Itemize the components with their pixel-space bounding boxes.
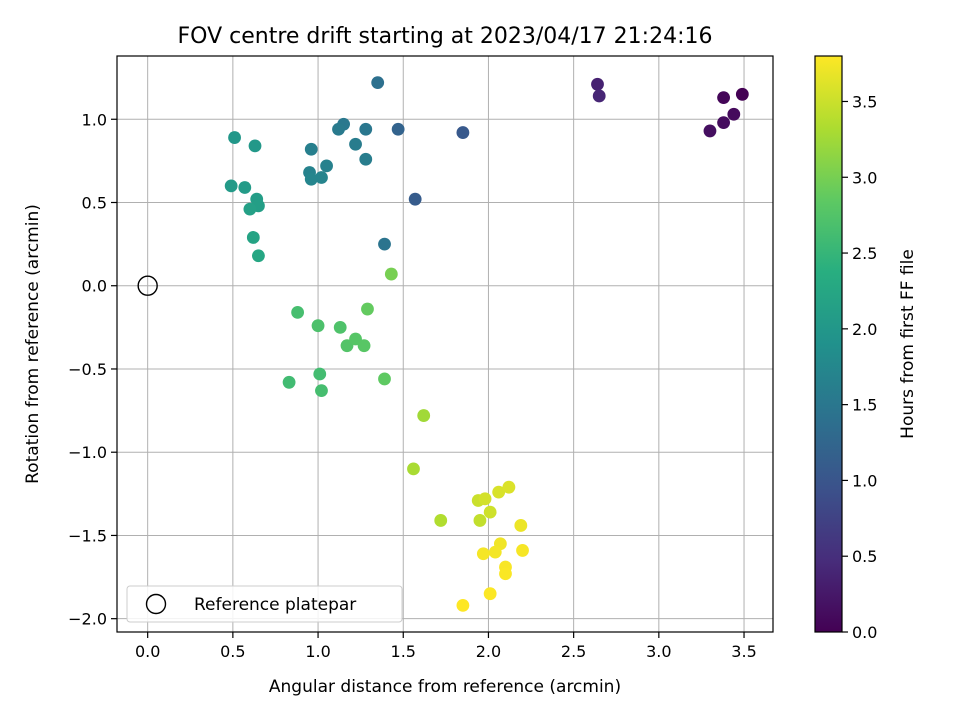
data-point xyxy=(248,139,262,153)
data-point xyxy=(311,319,325,333)
plot-frame xyxy=(116,55,774,633)
x-tick-label: 1.0 xyxy=(305,642,330,661)
data-point xyxy=(456,126,470,139)
y-tick-label: −2.0 xyxy=(68,610,107,629)
colorbar-tick-label: 2.5 xyxy=(852,244,877,263)
y-tick-label: 1.0 xyxy=(82,110,107,129)
data-point xyxy=(499,567,512,581)
data-point xyxy=(315,171,328,184)
y-axis-ticks: 1.0 0.5 0.0 −0.5 −1.0 −1.5 −2.0 xyxy=(68,110,117,629)
data-point xyxy=(417,409,431,422)
y-tick-label: −0.5 xyxy=(68,360,107,379)
data-point xyxy=(246,231,260,244)
data-point xyxy=(456,598,470,612)
data-point xyxy=(434,514,448,527)
x-tick-label: 2.5 xyxy=(561,642,586,661)
data-point xyxy=(224,179,238,193)
data-point xyxy=(357,339,371,353)
data-point xyxy=(407,462,420,476)
x-axis-ticks: 0.0 0.5 1.0 1.5 2.0 2.5 3.0 3.5 xyxy=(135,632,757,661)
data-point xyxy=(252,249,265,263)
colorbar-tick-label: 3.0 xyxy=(852,168,877,187)
data-point xyxy=(333,320,347,334)
x-axis-label: Angular distance from reference (arcmin) xyxy=(269,677,621,697)
colorbar: 0.0 0.5 1.0 1.5 2.0 2.5 3.0 3.5 Hours from firs… xyxy=(814,55,918,642)
data-point xyxy=(483,505,497,519)
colorbar-tick-label: 1.0 xyxy=(852,471,877,490)
y-tick-label: 0.5 xyxy=(82,193,107,212)
data-point xyxy=(359,152,373,166)
data-point xyxy=(717,91,730,105)
data-point xyxy=(478,492,492,506)
data-point xyxy=(591,77,604,91)
reference-platepar-marker xyxy=(137,275,158,296)
data-point xyxy=(291,305,305,319)
y-tick-label: −1.5 xyxy=(68,526,107,545)
data-point xyxy=(304,172,318,186)
legend: Reference platepar xyxy=(126,585,403,623)
colorbar-label: Hours from first FF file xyxy=(898,249,918,439)
data-point xyxy=(349,137,362,151)
data-point xyxy=(727,107,741,121)
y-tick-label: 0.0 xyxy=(82,277,107,296)
colorbar-tick-label: 3.5 xyxy=(852,92,877,111)
x-tick-label: 2.0 xyxy=(476,642,501,661)
colorbar-tick-label: 0.0 xyxy=(852,623,877,642)
data-point xyxy=(282,375,296,389)
data-point xyxy=(516,544,529,557)
data-point xyxy=(378,237,391,251)
data-point xyxy=(384,267,398,281)
chart-title: FOV centre drift starting at 2023/04/17 … xyxy=(178,24,713,49)
data-point xyxy=(483,587,497,601)
data-point xyxy=(391,122,405,136)
data-point xyxy=(315,384,328,398)
grid-lines xyxy=(117,56,773,632)
data-point xyxy=(514,519,528,532)
x-tick-label: 3.0 xyxy=(646,642,671,661)
x-tick-label: 1.5 xyxy=(391,642,416,661)
data-point xyxy=(304,142,318,156)
data-point xyxy=(228,131,241,144)
y-tick-label: −1.0 xyxy=(68,443,107,462)
data-point xyxy=(243,202,257,216)
colorbar-ticks: 0.0 0.5 1.0 1.5 2.0 2.5 3.0 3.5 xyxy=(842,92,877,642)
colorbar-frame xyxy=(814,55,843,633)
x-tick-label: 0.5 xyxy=(220,642,245,661)
data-point xyxy=(492,485,506,499)
data-point xyxy=(378,372,391,386)
data-point xyxy=(359,122,373,136)
y-axis-label: Rotation from reference (arcmin) xyxy=(23,204,43,484)
data-point xyxy=(592,89,606,103)
data-point xyxy=(238,181,252,194)
legend-label: Reference platepar xyxy=(194,595,356,615)
data-points xyxy=(224,76,749,612)
colorbar-tick-label: 1.5 xyxy=(852,396,877,415)
data-point xyxy=(488,545,502,559)
data-point xyxy=(473,514,487,527)
data-point xyxy=(735,87,749,101)
data-point xyxy=(502,480,516,494)
x-tick-label: 0.0 xyxy=(135,642,160,661)
data-point xyxy=(408,192,422,206)
data-point xyxy=(313,367,327,381)
data-point xyxy=(332,122,345,136)
data-point xyxy=(371,76,385,90)
data-point xyxy=(476,547,490,561)
data-point xyxy=(703,124,717,138)
colorbar-tick-label: 0.5 xyxy=(852,547,877,566)
legend-box xyxy=(126,585,403,623)
data-point xyxy=(320,159,333,173)
data-point xyxy=(361,302,374,316)
reference-point-layer xyxy=(137,275,158,296)
x-tick-label: 3.5 xyxy=(731,642,756,661)
colorbar-gradient xyxy=(815,56,842,632)
data-point xyxy=(717,116,730,129)
legend-marker xyxy=(145,593,167,615)
colorbar-tick-label: 2.0 xyxy=(852,320,877,339)
